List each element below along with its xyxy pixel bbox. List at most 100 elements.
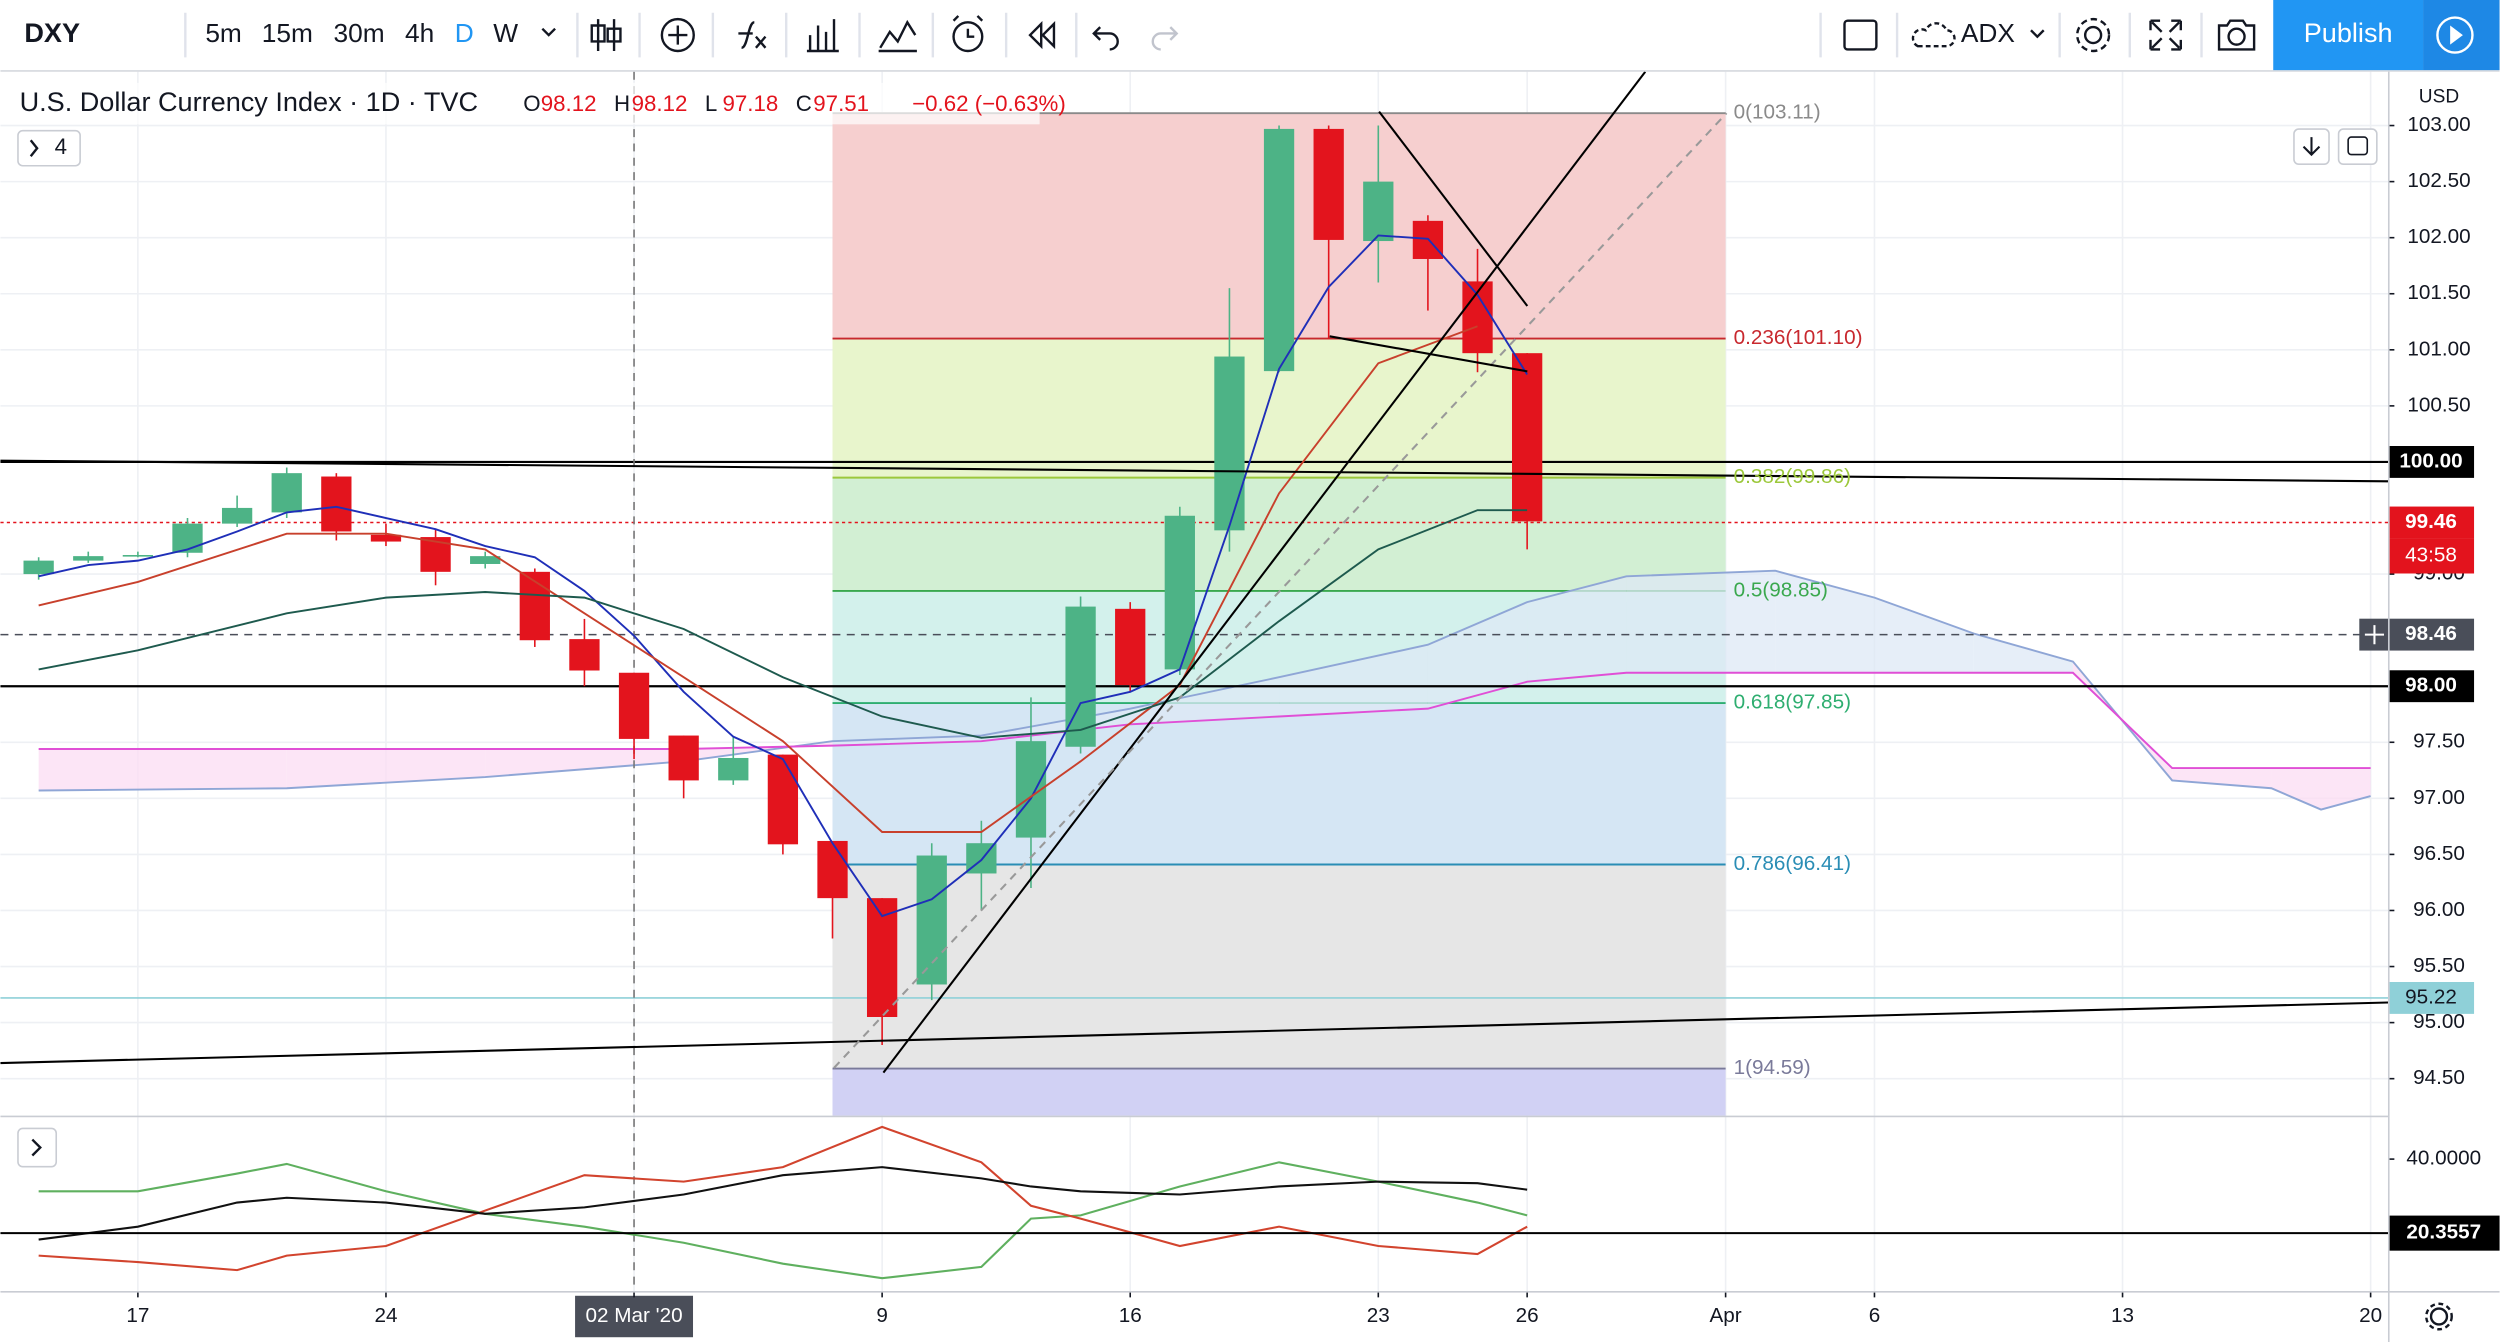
- chevron-icon[interactable]: [541, 27, 556, 37]
- fullscreen-icon[interactable]: [2149, 19, 2182, 51]
- trend-line: [882, 71, 1647, 1074]
- snapshot-icon[interactable]: [2217, 19, 2256, 51]
- legend-title: U.S. Dollar Currency Index · 1D · TVC: [20, 86, 478, 117]
- publish-button[interactable]: [2273, 0, 2424, 71]
- candle-body: [767, 754, 799, 845]
- adx-tick-label: 40.0000: [2406, 1147, 2481, 1170]
- ohlc-legend: O 98.12 H 98.12 L 97.18 C 97.51: [523, 91, 869, 116]
- y-tick-label: 97.00: [2413, 786, 2465, 809]
- plus-icon: [668, 25, 688, 45]
- interval[interactable]: 30m: [333, 18, 384, 48]
- settings-icon[interactable]: [2083, 25, 2103, 45]
- x-tick-label: 17: [126, 1304, 149, 1327]
- chevron-icon: [31, 1138, 42, 1157]
- y-tick-label: 96.50: [2413, 842, 2465, 865]
- indicator-line: [38, 509, 1528, 739]
- candle-body: [23, 560, 54, 575]
- compare-icon[interactable]: [660, 17, 695, 53]
- pane-toggle[interactable]: [17, 1127, 58, 1168]
- templates-icon[interactable]: [878, 19, 917, 53]
- chevron-icon[interactable]: [2030, 29, 2045, 39]
- candle-body: [618, 672, 650, 739]
- overlay: 0(103.11) 0.236(101.10) 0.382(99.86) 0.5(98…: [126, 86, 2500, 1338]
- candles-icon[interactable]: [590, 19, 622, 52]
- fib-label: 0(103.11): [1734, 101, 1821, 124]
- x-tick-label: 9: [876, 1304, 888, 1327]
- indicator-toggle[interactable]: [17, 129, 81, 167]
- candle-body: [271, 473, 302, 513]
- fib-label: 0.618(97.85): [1734, 690, 1851, 713]
- indicators-icon[interactable]: [738, 21, 767, 50]
- symbol[interactable]: DXY: [24, 17, 80, 48]
- cloud-icon[interactable]: [1911, 22, 1956, 48]
- alert-icon[interactable]: [952, 21, 984, 53]
- price-badge-label: 100.00: [2399, 449, 2462, 472]
- interval[interactable]: 15m: [262, 18, 313, 48]
- candle-body: [519, 571, 550, 641]
- cloud-fill: [1626, 570, 1776, 673]
- gear-teeth: [2425, 1302, 2453, 1331]
- play-icon: [2436, 16, 2474, 54]
- fib-zone: [832, 477, 1726, 591]
- candle-body: [817, 840, 848, 899]
- cloud-fill: [1775, 570, 1875, 673]
- y-tick-label: 100.50: [2407, 393, 2470, 416]
- legend-change: −0.62 (−0.63%): [912, 91, 1066, 116]
- alarm-hands: [952, 15, 984, 38]
- price-badge: [2389, 618, 2475, 651]
- maximize-button[interactable]: [2337, 128, 2378, 165]
- replay-icon[interactable]: [1028, 21, 1056, 50]
- cloud-fill: [2271, 768, 2322, 810]
- ohlc-key: H: [614, 91, 630, 116]
- x-tick-label: Apr: [1710, 1304, 1742, 1327]
- y-tick-label: 97.50: [2413, 730, 2465, 753]
- adx-line: [38, 1166, 1528, 1241]
- ohlc-value: 98.12: [541, 91, 597, 116]
- x-tick-label: 16: [1119, 1304, 1142, 1327]
- adx-level-label: 20.3557: [2406, 1221, 2481, 1244]
- y-tick-label: 102.00: [2407, 225, 2470, 248]
- y-tick-label: 96.00: [2413, 898, 2465, 921]
- ohlc-key: C: [796, 91, 812, 116]
- fib-label: 0.5(98.85): [1734, 578, 1828, 601]
- x-crosshair-badge: [575, 1295, 694, 1338]
- fib-zone: [832, 703, 1726, 865]
- trend-line: [0, 1001, 2389, 1065]
- financials-icon[interactable]: [806, 19, 839, 53]
- redo-icon[interactable]: [1151, 26, 1179, 51]
- interval[interactable]: W: [493, 18, 518, 48]
- trend-line: [1329, 335, 1528, 373]
- candle-body: [866, 898, 898, 1018]
- countdown-badge: [2389, 538, 2475, 574]
- ohlc-value: 97.51: [813, 91, 869, 116]
- interval[interactable]: 5m: [205, 18, 242, 48]
- layout-icon[interactable]: [1843, 19, 1878, 51]
- cloud-fill: [1527, 576, 1627, 682]
- candle-body: [221, 507, 253, 524]
- axis-settings[interactable]: [2429, 1307, 2449, 1326]
- collapsed-count: 4: [55, 134, 67, 159]
- countdown-label: 43:58: [2405, 543, 2457, 566]
- x-tick-label: 13: [2111, 1304, 2134, 1327]
- fib-label: 1(94.59): [1734, 1056, 1811, 1079]
- price-badge-label: 98.46: [2405, 622, 2457, 645]
- intervals: 5m 15m 30m 4h D W: [205, 18, 518, 48]
- indicator-line: [38, 325, 1478, 833]
- ohlc-key: L: [705, 91, 717, 116]
- candle-body: [1263, 128, 1295, 372]
- candle-body: [73, 556, 104, 561]
- drawings: [0, 71, 2389, 1074]
- cloud-fill: [1973, 633, 2073, 673]
- y-tick-label: 101.00: [2407, 337, 2470, 360]
- interval[interactable]: D: [455, 18, 474, 48]
- interval[interactable]: 4h: [405, 18, 434, 48]
- undo-icon[interactable]: [1092, 26, 1119, 51]
- legend-bg: [10, 82, 1040, 125]
- indicator-name[interactable]: ADX: [1961, 18, 2015, 48]
- y-tick-label: 101.50: [2407, 281, 2470, 304]
- price-badge: [2389, 670, 2475, 703]
- price-badge-label: 99.46: [2405, 510, 2457, 533]
- candle-body: [1214, 356, 1245, 531]
- trend-line: [833, 112, 1728, 1069]
